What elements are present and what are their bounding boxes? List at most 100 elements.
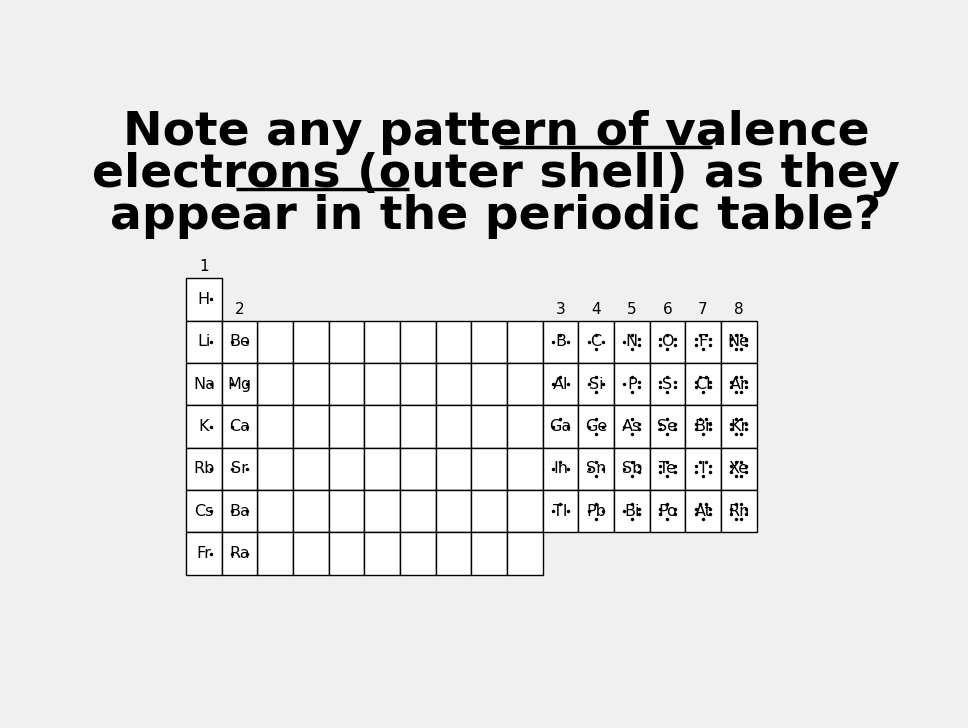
Text: Br: Br: [694, 419, 711, 434]
Text: Te: Te: [659, 462, 676, 476]
Text: appear in the periodic table?: appear in the periodic table?: [110, 194, 882, 240]
Bar: [471, 448, 507, 490]
Bar: [721, 363, 757, 405]
Bar: [436, 320, 471, 363]
Bar: [436, 405, 471, 448]
Text: 8: 8: [734, 302, 743, 317]
Text: F: F: [698, 334, 708, 349]
Bar: [293, 405, 329, 448]
Bar: [293, 532, 329, 575]
Bar: [400, 532, 436, 575]
Text: Ba: Ba: [229, 504, 250, 519]
Bar: [650, 363, 685, 405]
Bar: [685, 490, 721, 532]
Bar: [543, 363, 578, 405]
Text: Cl: Cl: [695, 376, 711, 392]
Bar: [400, 448, 436, 490]
Text: I: I: [701, 462, 706, 476]
Bar: [186, 405, 222, 448]
Bar: [186, 278, 222, 320]
Bar: [507, 532, 543, 575]
Bar: [186, 532, 222, 575]
Bar: [436, 363, 471, 405]
Bar: [507, 405, 543, 448]
Bar: [578, 363, 614, 405]
Text: Bi: Bi: [624, 504, 640, 519]
Text: 2: 2: [235, 302, 244, 317]
Bar: [650, 490, 685, 532]
Bar: [471, 490, 507, 532]
Bar: [364, 532, 400, 575]
Bar: [543, 490, 578, 532]
Bar: [650, 320, 685, 363]
Text: 5: 5: [627, 302, 637, 317]
Text: 4: 4: [591, 302, 601, 317]
Bar: [222, 448, 257, 490]
Bar: [222, 363, 257, 405]
Bar: [257, 490, 293, 532]
Bar: [543, 320, 578, 363]
Text: Note any pattern of valence: Note any pattern of valence: [123, 109, 869, 154]
Bar: [400, 320, 436, 363]
Bar: [721, 448, 757, 490]
Bar: [614, 448, 650, 490]
Bar: [471, 363, 507, 405]
Bar: [329, 448, 364, 490]
Bar: [293, 363, 329, 405]
Bar: [186, 490, 222, 532]
Bar: [614, 320, 650, 363]
Text: Ne: Ne: [728, 334, 749, 349]
Text: Li: Li: [197, 334, 211, 349]
Bar: [685, 320, 721, 363]
Text: Na: Na: [193, 376, 215, 392]
Bar: [222, 320, 257, 363]
Text: Ra: Ra: [229, 546, 250, 561]
Bar: [543, 448, 578, 490]
Text: B: B: [555, 334, 566, 349]
Bar: [650, 405, 685, 448]
Text: Se: Se: [657, 419, 678, 434]
Bar: [721, 320, 757, 363]
Text: Sr: Sr: [231, 462, 248, 476]
Bar: [293, 448, 329, 490]
Text: Si: Si: [589, 376, 603, 392]
Bar: [436, 448, 471, 490]
Bar: [186, 448, 222, 490]
Text: electrons (outer shell) as they: electrons (outer shell) as they: [92, 152, 900, 197]
Text: O: O: [661, 334, 674, 349]
Bar: [614, 405, 650, 448]
Text: Po: Po: [658, 504, 677, 519]
Bar: [578, 320, 614, 363]
Bar: [721, 405, 757, 448]
Bar: [685, 405, 721, 448]
Text: Ar: Ar: [730, 376, 747, 392]
Text: Pb: Pb: [587, 504, 606, 519]
Text: N: N: [625, 334, 638, 349]
Bar: [578, 405, 614, 448]
Bar: [329, 405, 364, 448]
Text: At: At: [694, 504, 711, 519]
Text: Tl: Tl: [554, 504, 567, 519]
Bar: [507, 448, 543, 490]
Bar: [186, 320, 222, 363]
Text: K: K: [198, 419, 209, 434]
Bar: [329, 320, 364, 363]
Bar: [186, 363, 222, 405]
Bar: [329, 363, 364, 405]
Text: Sb: Sb: [621, 462, 642, 476]
Text: H: H: [197, 292, 210, 307]
Bar: [400, 490, 436, 532]
Text: 1: 1: [199, 259, 209, 274]
Bar: [471, 405, 507, 448]
Bar: [400, 405, 436, 448]
Bar: [222, 490, 257, 532]
Text: Cs: Cs: [195, 504, 214, 519]
Bar: [471, 320, 507, 363]
Bar: [685, 363, 721, 405]
Text: Kr: Kr: [730, 419, 747, 434]
Bar: [650, 448, 685, 490]
Text: Ga: Ga: [549, 419, 571, 434]
Bar: [257, 320, 293, 363]
Bar: [614, 490, 650, 532]
Bar: [364, 320, 400, 363]
